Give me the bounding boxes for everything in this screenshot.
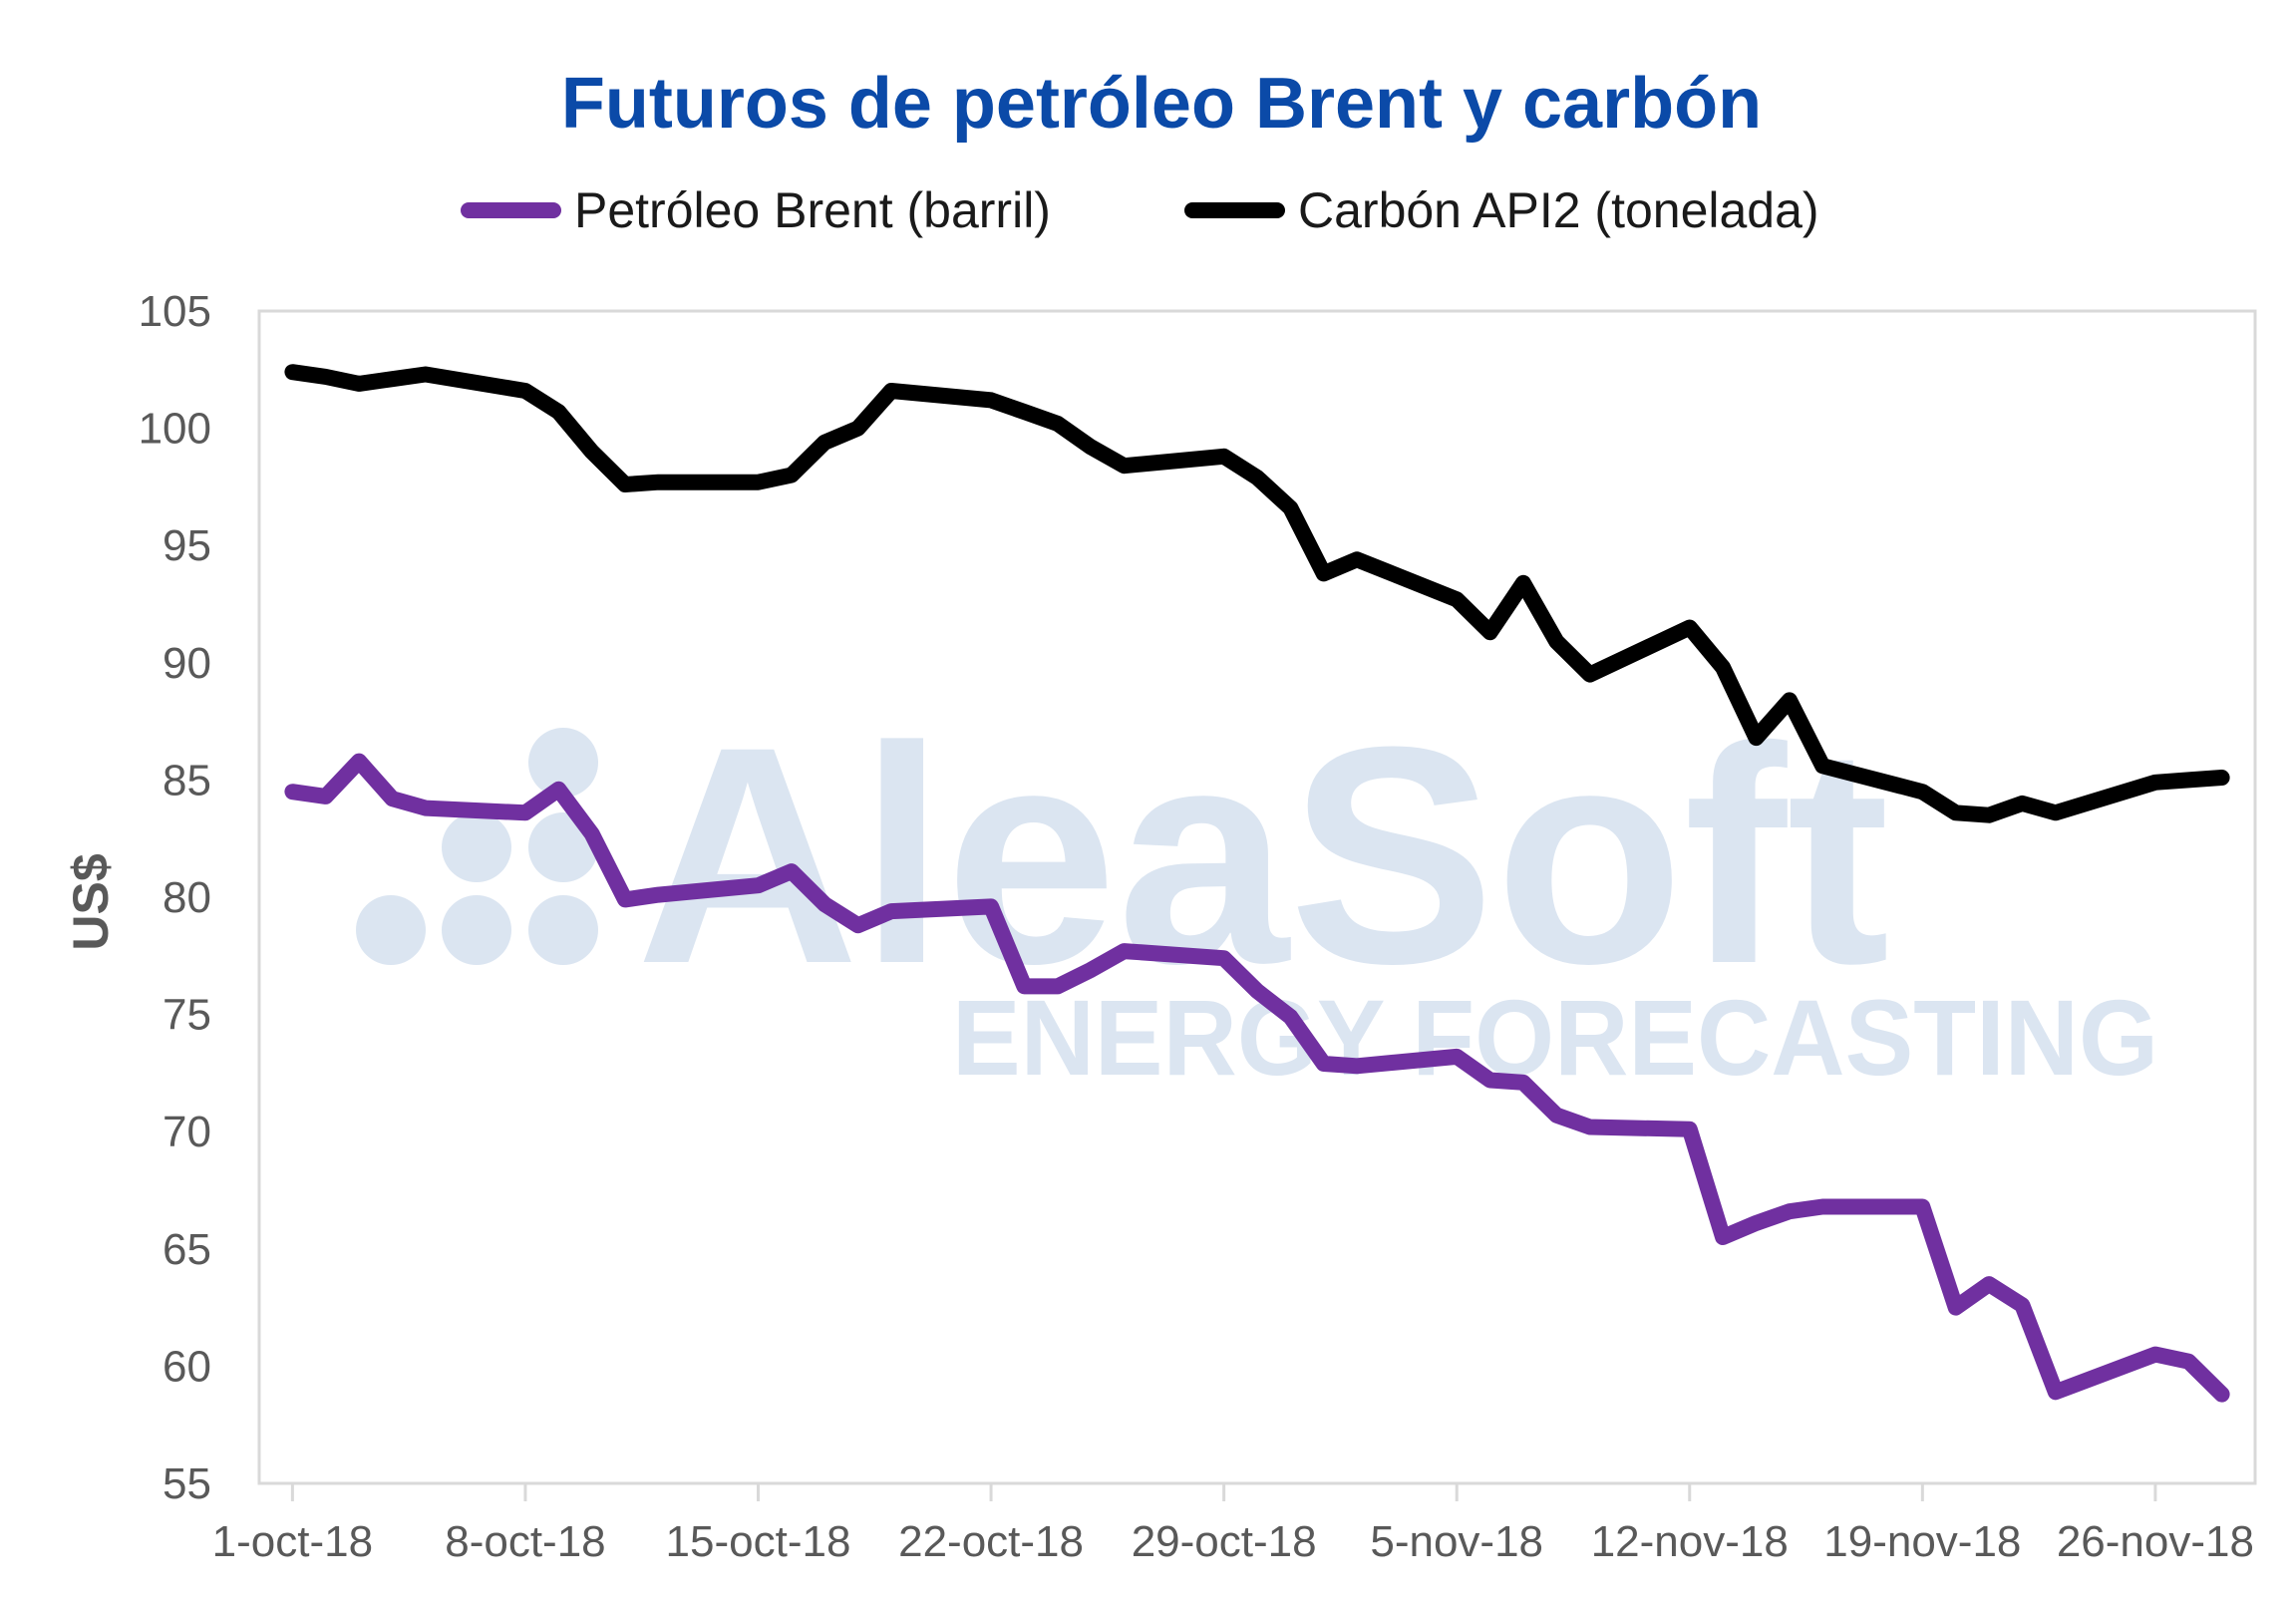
- y-tick-label: 55: [163, 1459, 211, 1508]
- y-tick-label: 75: [163, 991, 211, 1040]
- watermark-dot: [442, 895, 511, 965]
- y-tick-label: 90: [163, 639, 211, 688]
- legend-label-coal: Carbón API2 (tonelada): [1298, 182, 1819, 238]
- x-tick-label: 26-nov-18: [2057, 1517, 2254, 1566]
- watermark-dot: [528, 895, 598, 965]
- watermark-dot: [356, 895, 426, 965]
- series-layer: [284, 364, 2230, 1403]
- x-tick-label: 1-oct-18: [212, 1517, 373, 1566]
- x-tick-label: 8-oct-18: [445, 1517, 605, 1566]
- chart-title: Futuros de petróleo Brent y carbón: [561, 64, 1762, 144]
- legend-label-brent: Petróleo Brent (barril): [574, 182, 1051, 238]
- x-axis: 1-oct-18 8-oct-18 15-oct-18 22-oct-18 29-oct…: [212, 1483, 2254, 1566]
- y-axis-label: US$: [63, 853, 119, 950]
- y-tick-label: 65: [163, 1225, 211, 1274]
- y-tick-label: 105: [139, 287, 211, 336]
- watermark-brand: AleaSoft: [636, 682, 1889, 1028]
- x-tick-label: 12-nov-18: [1591, 1517, 1789, 1566]
- watermark-dot: [442, 812, 511, 882]
- watermark-dot: [528, 728, 598, 798]
- y-tick-label: 60: [163, 1342, 211, 1391]
- watermark-tagline: ENERGY FORECASTING: [952, 977, 2158, 1098]
- x-tick-label: 5-nov-18: [1370, 1517, 1543, 1566]
- series-line-brent: [284, 753, 2230, 1403]
- x-tick-label: 19-nov-18: [1823, 1517, 2021, 1566]
- plot-area-frame: [257, 309, 2257, 1485]
- series-line-coal: [284, 364, 2230, 823]
- y-tick-label: 100: [139, 405, 211, 454]
- watermark: AleaSoft ENERGY FORECASTING: [356, 682, 2158, 1098]
- y-tick-label: 80: [163, 873, 211, 922]
- x-tick-label: 22-oct-18: [898, 1517, 1084, 1566]
- y-tick-label: 85: [163, 756, 211, 804]
- y-tick-label: 95: [163, 521, 211, 570]
- x-tick-label: 29-oct-18: [1132, 1517, 1317, 1566]
- legend: Petróleo Brent (barril) Carbón API2 (ton…: [461, 182, 1819, 238]
- y-axis: 55 60 65 70 75 80 85 90 95 100 105: [139, 287, 211, 1508]
- x-tick-label: 15-oct-18: [666, 1517, 851, 1566]
- y-tick-label: 70: [163, 1108, 211, 1156]
